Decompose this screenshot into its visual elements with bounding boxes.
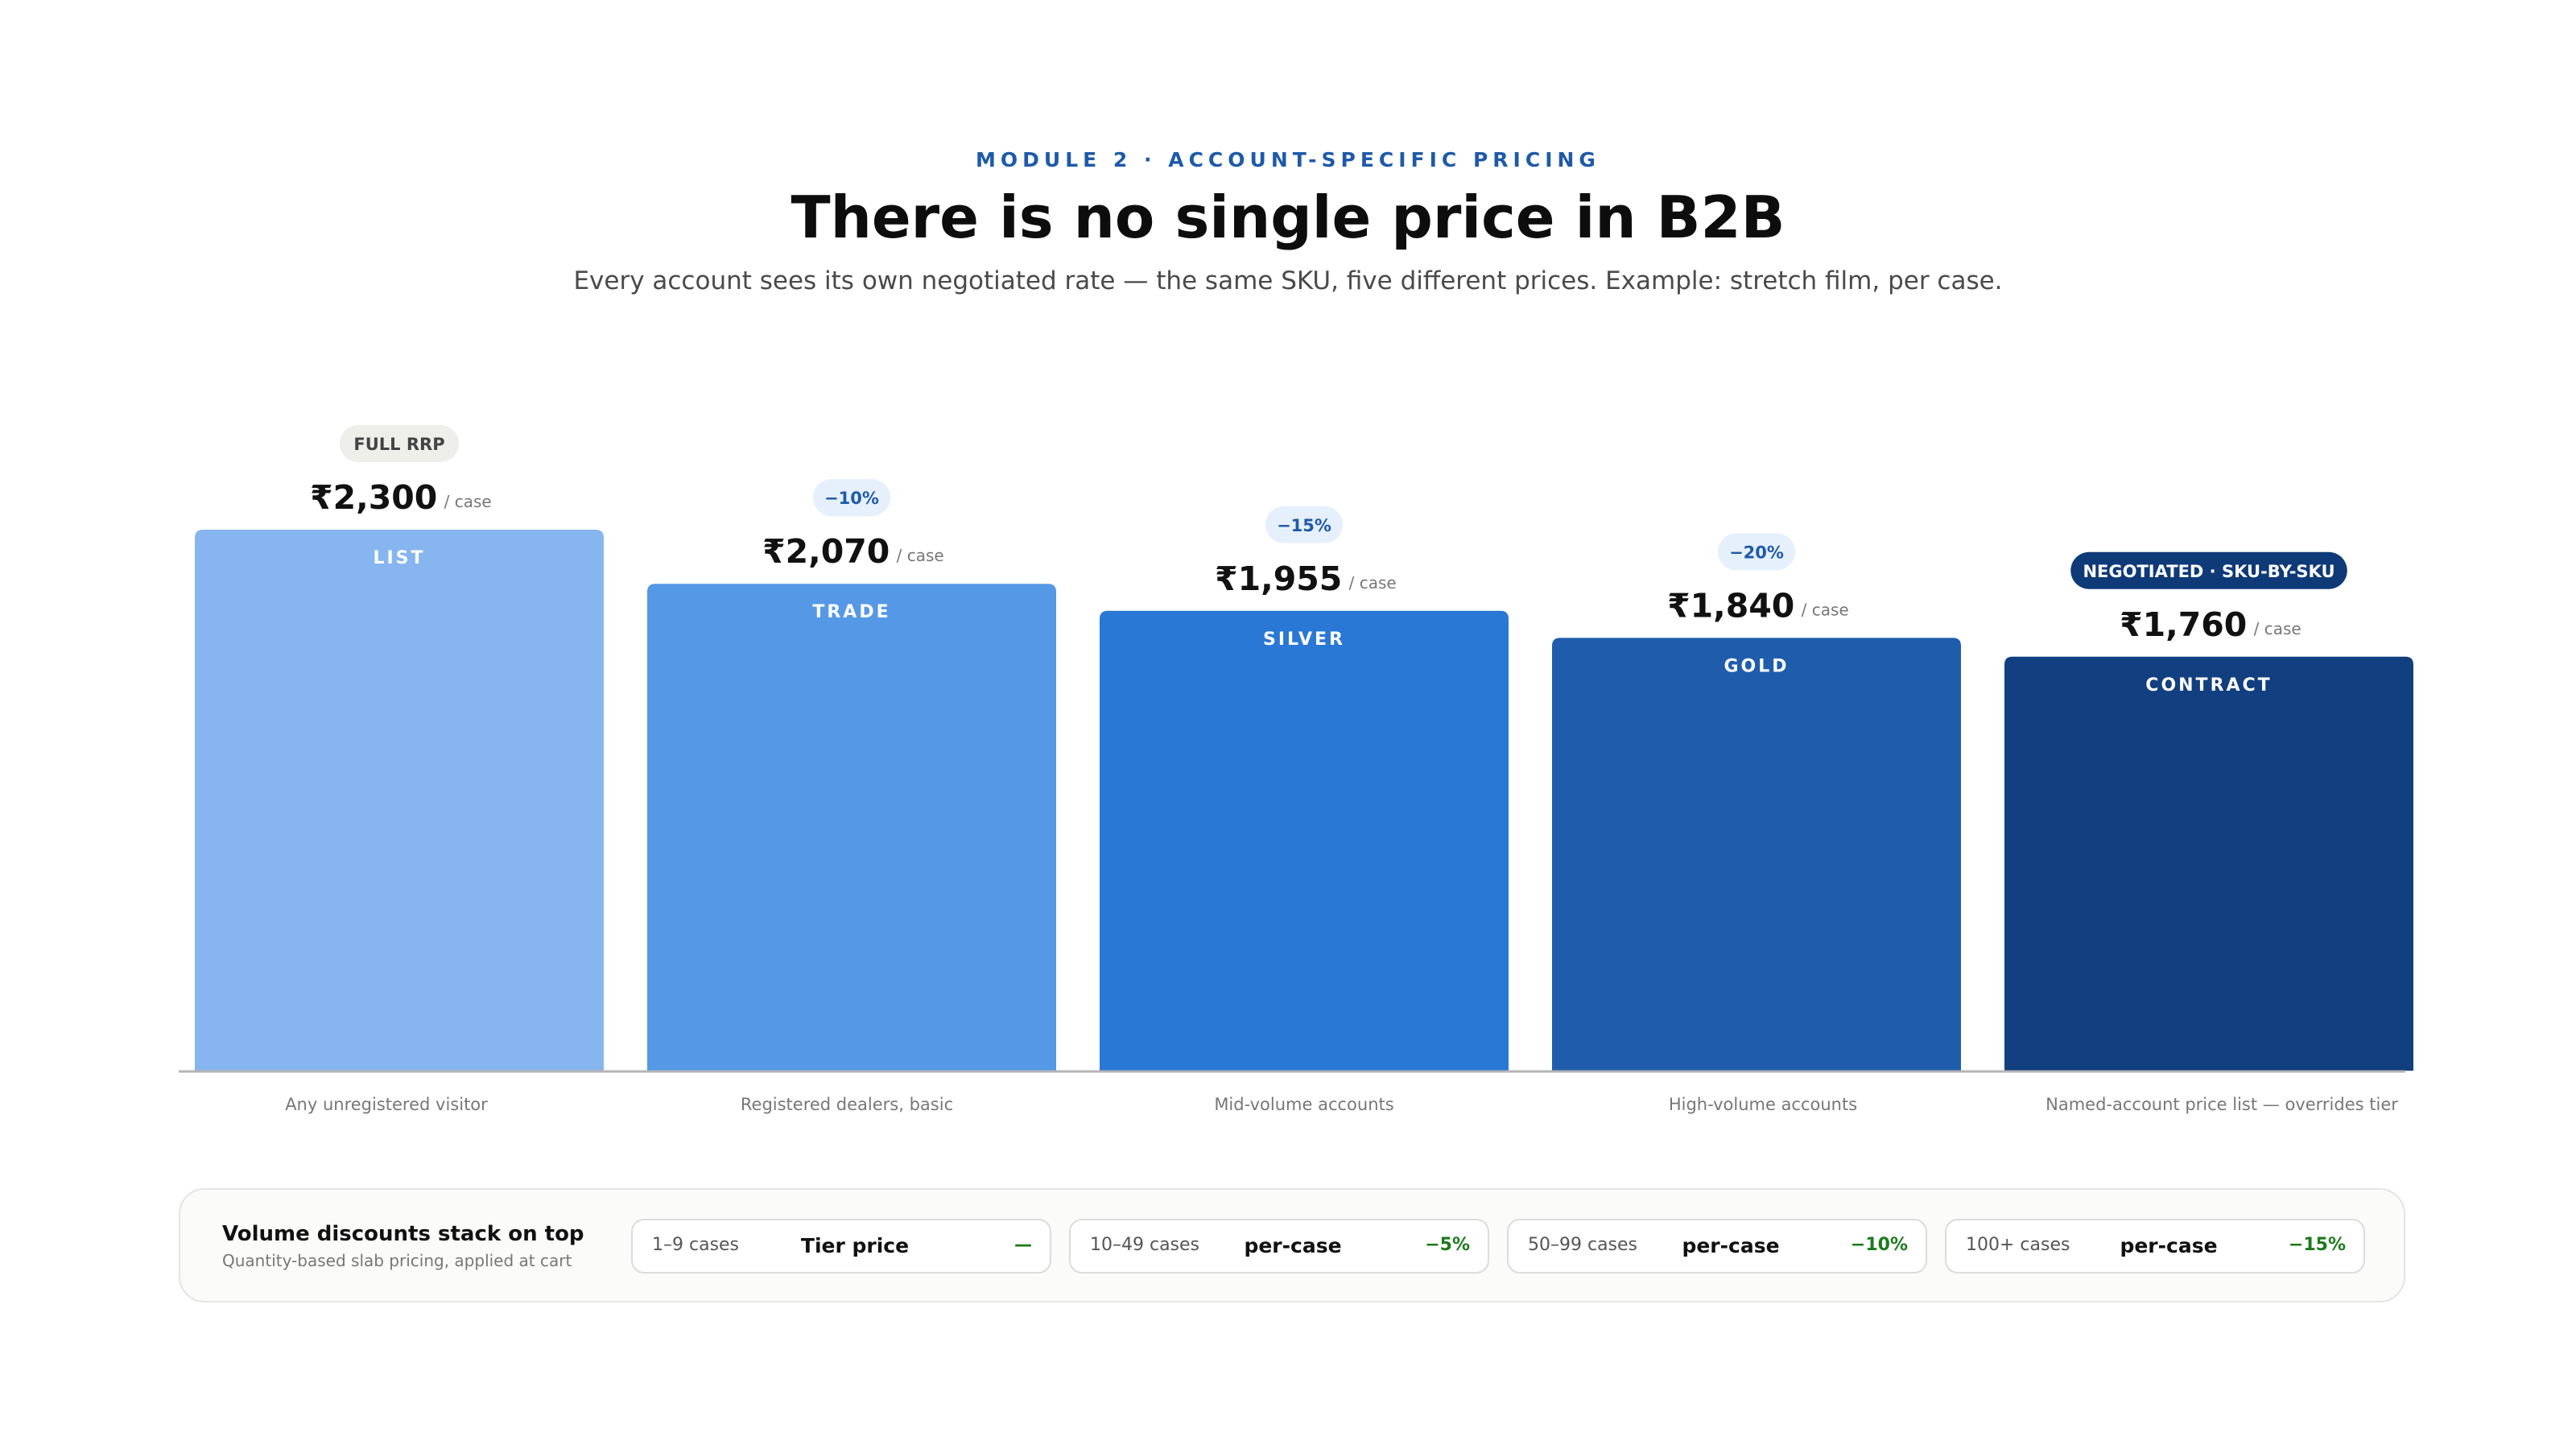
bar-trade bbox=[647, 584, 1056, 1071]
volume-slab: 1–9 cases Tier price — bbox=[631, 1219, 1051, 1274]
bar-description: Any unregistered visitor bbox=[285, 1095, 488, 1114]
bar-badge-label: FULL RRP bbox=[353, 435, 444, 454]
volume-slab: 100+ cases per-case −15% bbox=[1945, 1219, 2365, 1274]
slab-discount: −5% bbox=[1425, 1235, 1470, 1255]
bar-value-label: ₹1,840 bbox=[1667, 586, 1794, 625]
bar-badge bbox=[812, 479, 891, 517]
bar-badge-label: NEGOTIATED · SKU-BY-SKU bbox=[2083, 562, 2334, 581]
slab-range: 10–49 cases bbox=[1090, 1235, 1200, 1255]
bar-badge bbox=[2070, 551, 2347, 589]
slab-type: per-case bbox=[2120, 1234, 2218, 1257]
slab-range: 1–9 cases bbox=[652, 1235, 740, 1255]
bar-badge bbox=[339, 425, 460, 462]
volume-discount-panel: Volume discounts stack on top Quantity-b… bbox=[179, 1188, 2405, 1302]
bar-tier-label: GOLD bbox=[1724, 656, 1789, 676]
bar-tier-label: SILVER bbox=[1263, 630, 1345, 650]
bar-unit-label: / case bbox=[1349, 573, 1397, 592]
bar-silver bbox=[1100, 610, 1509, 1071]
bar-badge-label: −20% bbox=[1729, 543, 1784, 562]
bar-unit-label: / case bbox=[2254, 619, 2301, 638]
slab-range: 50–99 cases bbox=[1528, 1235, 1638, 1255]
bar-unit-label: / case bbox=[897, 546, 944, 565]
bar-value-label: ₹1,760 bbox=[2120, 605, 2247, 644]
bar-description: Named-account price list — overrides tie… bbox=[2046, 1095, 2398, 1114]
module-eyebrow: MODULE 2 · ACCOUNT-SPECIFIC PRICING bbox=[976, 148, 1600, 171]
slab-discount: −15% bbox=[2288, 1235, 2346, 1255]
volume-heading: Volume discounts stack on top bbox=[222, 1222, 584, 1246]
slab-discount: — bbox=[1014, 1235, 1032, 1255]
volume-subheading: Quantity-based slab pricing, applied at … bbox=[222, 1251, 572, 1270]
slab-type: per-case bbox=[1244, 1234, 1342, 1257]
volume-slab: 10–49 cases per-case −5% bbox=[1069, 1219, 1489, 1274]
bar-badge bbox=[1265, 506, 1344, 543]
volume-slab: 50–99 cases per-case −10% bbox=[1507, 1219, 1927, 1274]
bar-description: High-volume accounts bbox=[1669, 1095, 1857, 1114]
bar-description: Registered dealers, basic bbox=[741, 1095, 953, 1114]
bar-gold bbox=[1552, 638, 1961, 1071]
slab-discount: −10% bbox=[1850, 1235, 1908, 1255]
bar-unit-label: / case bbox=[444, 492, 492, 511]
page-title: There is no single price in B2B bbox=[791, 184, 1785, 251]
page-subtitle: Every account sees its own negotiated ra… bbox=[573, 266, 2003, 295]
bar-contract bbox=[2004, 656, 2413, 1071]
bar-tier-label: CONTRACT bbox=[2145, 675, 2272, 696]
bar-tier-label: LIST bbox=[373, 548, 425, 568]
bar-badge-label: −10% bbox=[824, 489, 879, 508]
bar-list bbox=[195, 530, 604, 1071]
bar-badge bbox=[1717, 533, 1796, 571]
bar-tier-label: TRADE bbox=[812, 602, 890, 622]
bar-value-label: ₹2,070 bbox=[762, 532, 890, 571]
bar-description: Mid-volume accounts bbox=[1214, 1095, 1393, 1114]
slab-type: Tier price bbox=[800, 1234, 910, 1257]
bar-badge-label: −15% bbox=[1277, 516, 1331, 535]
bar-value-label: ₹1,955 bbox=[1215, 559, 1342, 598]
bar-unit-label: / case bbox=[1802, 600, 1849, 619]
slab-type: per-case bbox=[1682, 1234, 1780, 1257]
slab-range: 100+ cases bbox=[1966, 1235, 2070, 1255]
bar-value-label: ₹2,300 bbox=[310, 478, 437, 517]
